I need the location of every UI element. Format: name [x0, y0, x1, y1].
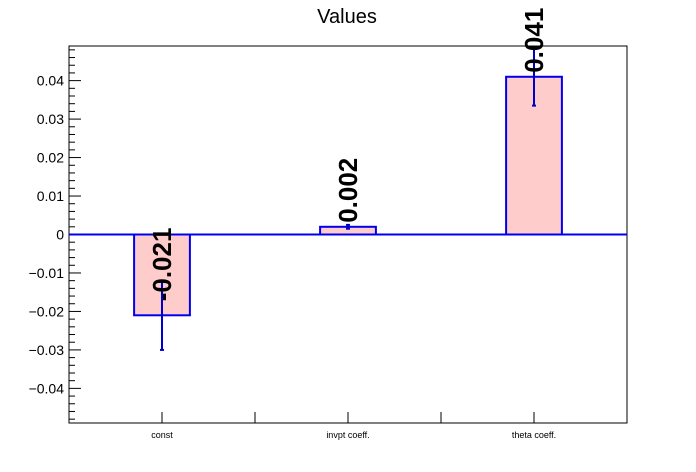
- data-label: -0.021: [147, 228, 177, 302]
- x-tick-label: invpt coeff.: [326, 430, 369, 440]
- y-tick-label: −0.03: [29, 342, 65, 358]
- y-axis: −0.04 −0.03 −0.02 −0.01 0 0.01 0.02 0.03 0.04: [29, 49, 81, 420]
- y-tick-label: −0.02: [29, 303, 65, 319]
- x-tick-label: theta coeff.: [512, 430, 556, 440]
- data-label: 0.041: [519, 8, 549, 73]
- y-tick-label: 0.04: [37, 73, 64, 89]
- y-tick-label: 0.01: [37, 188, 64, 204]
- y-tick-label: −0.04: [29, 380, 65, 396]
- y-tick-label: 0.03: [37, 111, 64, 127]
- chart-title: Values: [317, 6, 377, 28]
- x-axis: const invpt coeff. theta coeff.: [151, 412, 556, 440]
- data-labels: -0.021 0.002 0.041: [147, 8, 549, 302]
- data-label: 0.002: [333, 158, 363, 223]
- y-tick-label: 0: [56, 227, 64, 243]
- x-tick-label: const: [151, 430, 173, 440]
- error-bars: [160, 46, 536, 351]
- y-tick-label: 0.02: [37, 150, 64, 166]
- y-tick-label: −0.01: [29, 265, 65, 281]
